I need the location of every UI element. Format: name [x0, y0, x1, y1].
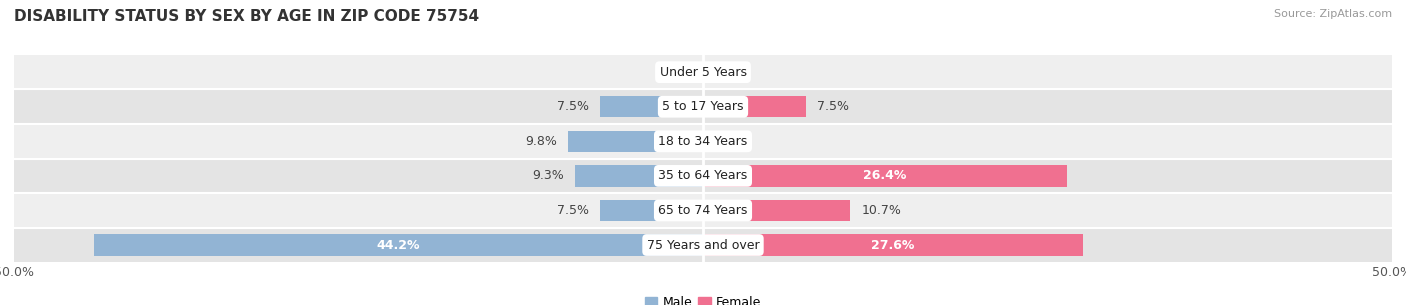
Bar: [568, 131, 703, 152]
Bar: [599, 96, 703, 117]
Bar: [94, 234, 703, 256]
Text: 75 Years and over: 75 Years and over: [647, 239, 759, 252]
Text: 7.5%: 7.5%: [557, 204, 589, 217]
Bar: [703, 234, 1083, 256]
Bar: [703, 200, 851, 221]
Text: 9.3%: 9.3%: [531, 169, 564, 182]
Text: DISABILITY STATUS BY SEX BY AGE IN ZIP CODE 75754: DISABILITY STATUS BY SEX BY AGE IN ZIP C…: [14, 9, 479, 24]
Text: 0.0%: 0.0%: [714, 135, 747, 148]
Text: 26.4%: 26.4%: [863, 169, 907, 182]
Bar: [14, 124, 1392, 159]
Bar: [575, 165, 703, 187]
Bar: [14, 159, 1392, 193]
Bar: [14, 55, 1392, 89]
Bar: [599, 200, 703, 221]
Text: 10.7%: 10.7%: [862, 204, 901, 217]
Legend: Male, Female: Male, Female: [640, 291, 766, 305]
Text: Under 5 Years: Under 5 Years: [659, 66, 747, 79]
Text: 35 to 64 Years: 35 to 64 Years: [658, 169, 748, 182]
Text: 18 to 34 Years: 18 to 34 Years: [658, 135, 748, 148]
Bar: [14, 193, 1392, 228]
Text: 9.8%: 9.8%: [524, 135, 557, 148]
Bar: [14, 89, 1392, 124]
Bar: [14, 228, 1392, 262]
Text: 27.6%: 27.6%: [872, 239, 915, 252]
Text: 0.0%: 0.0%: [714, 66, 747, 79]
Text: Source: ZipAtlas.com: Source: ZipAtlas.com: [1274, 9, 1392, 19]
Text: 5 to 17 Years: 5 to 17 Years: [662, 100, 744, 113]
Text: 7.5%: 7.5%: [817, 100, 849, 113]
Bar: [703, 96, 807, 117]
Bar: [703, 165, 1067, 187]
Text: 65 to 74 Years: 65 to 74 Years: [658, 204, 748, 217]
Text: 0.0%: 0.0%: [659, 66, 692, 79]
Text: 7.5%: 7.5%: [557, 100, 589, 113]
Text: 44.2%: 44.2%: [377, 239, 420, 252]
